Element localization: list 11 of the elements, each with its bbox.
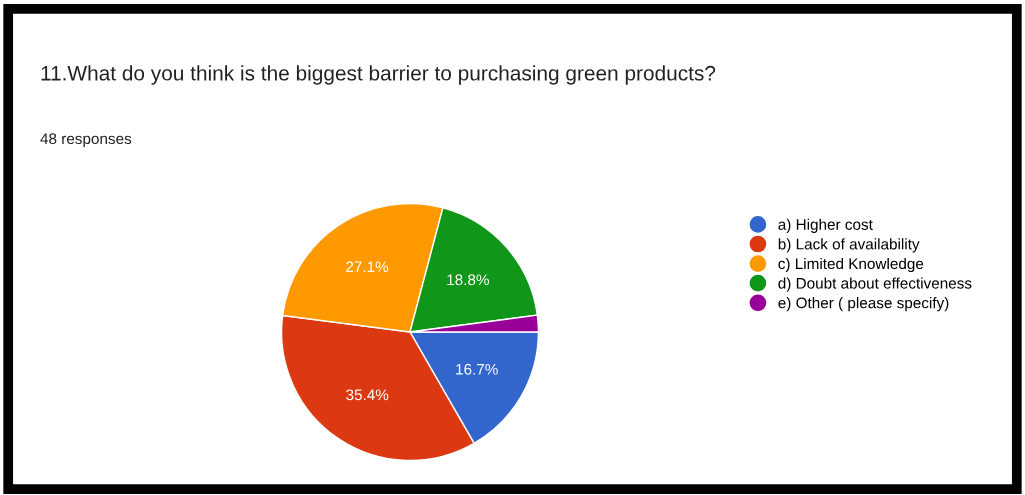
- legend-label: a) Higher cost: [778, 218, 873, 233]
- chart-title: 11.What do you think is the biggest barrier to purchasing green products?: [41, 65, 716, 85]
- text: 48 responses: [40, 133, 132, 148]
- data-label: 27.1%: [346, 261, 389, 273]
- data-label: 16.7%: [456, 363, 498, 375]
- legend-label: c) Limited Knowledge: [778, 257, 924, 273]
- legend-label: e) Other ( please specify): [778, 297, 949, 312]
- data-label: 35.4%: [346, 389, 389, 401]
- data-label: 18.8%: [447, 274, 489, 286]
- legend-label: b) Lack of availability: [778, 238, 920, 253]
- legend-label: d) Doubt about effectiveness: [778, 277, 972, 292]
